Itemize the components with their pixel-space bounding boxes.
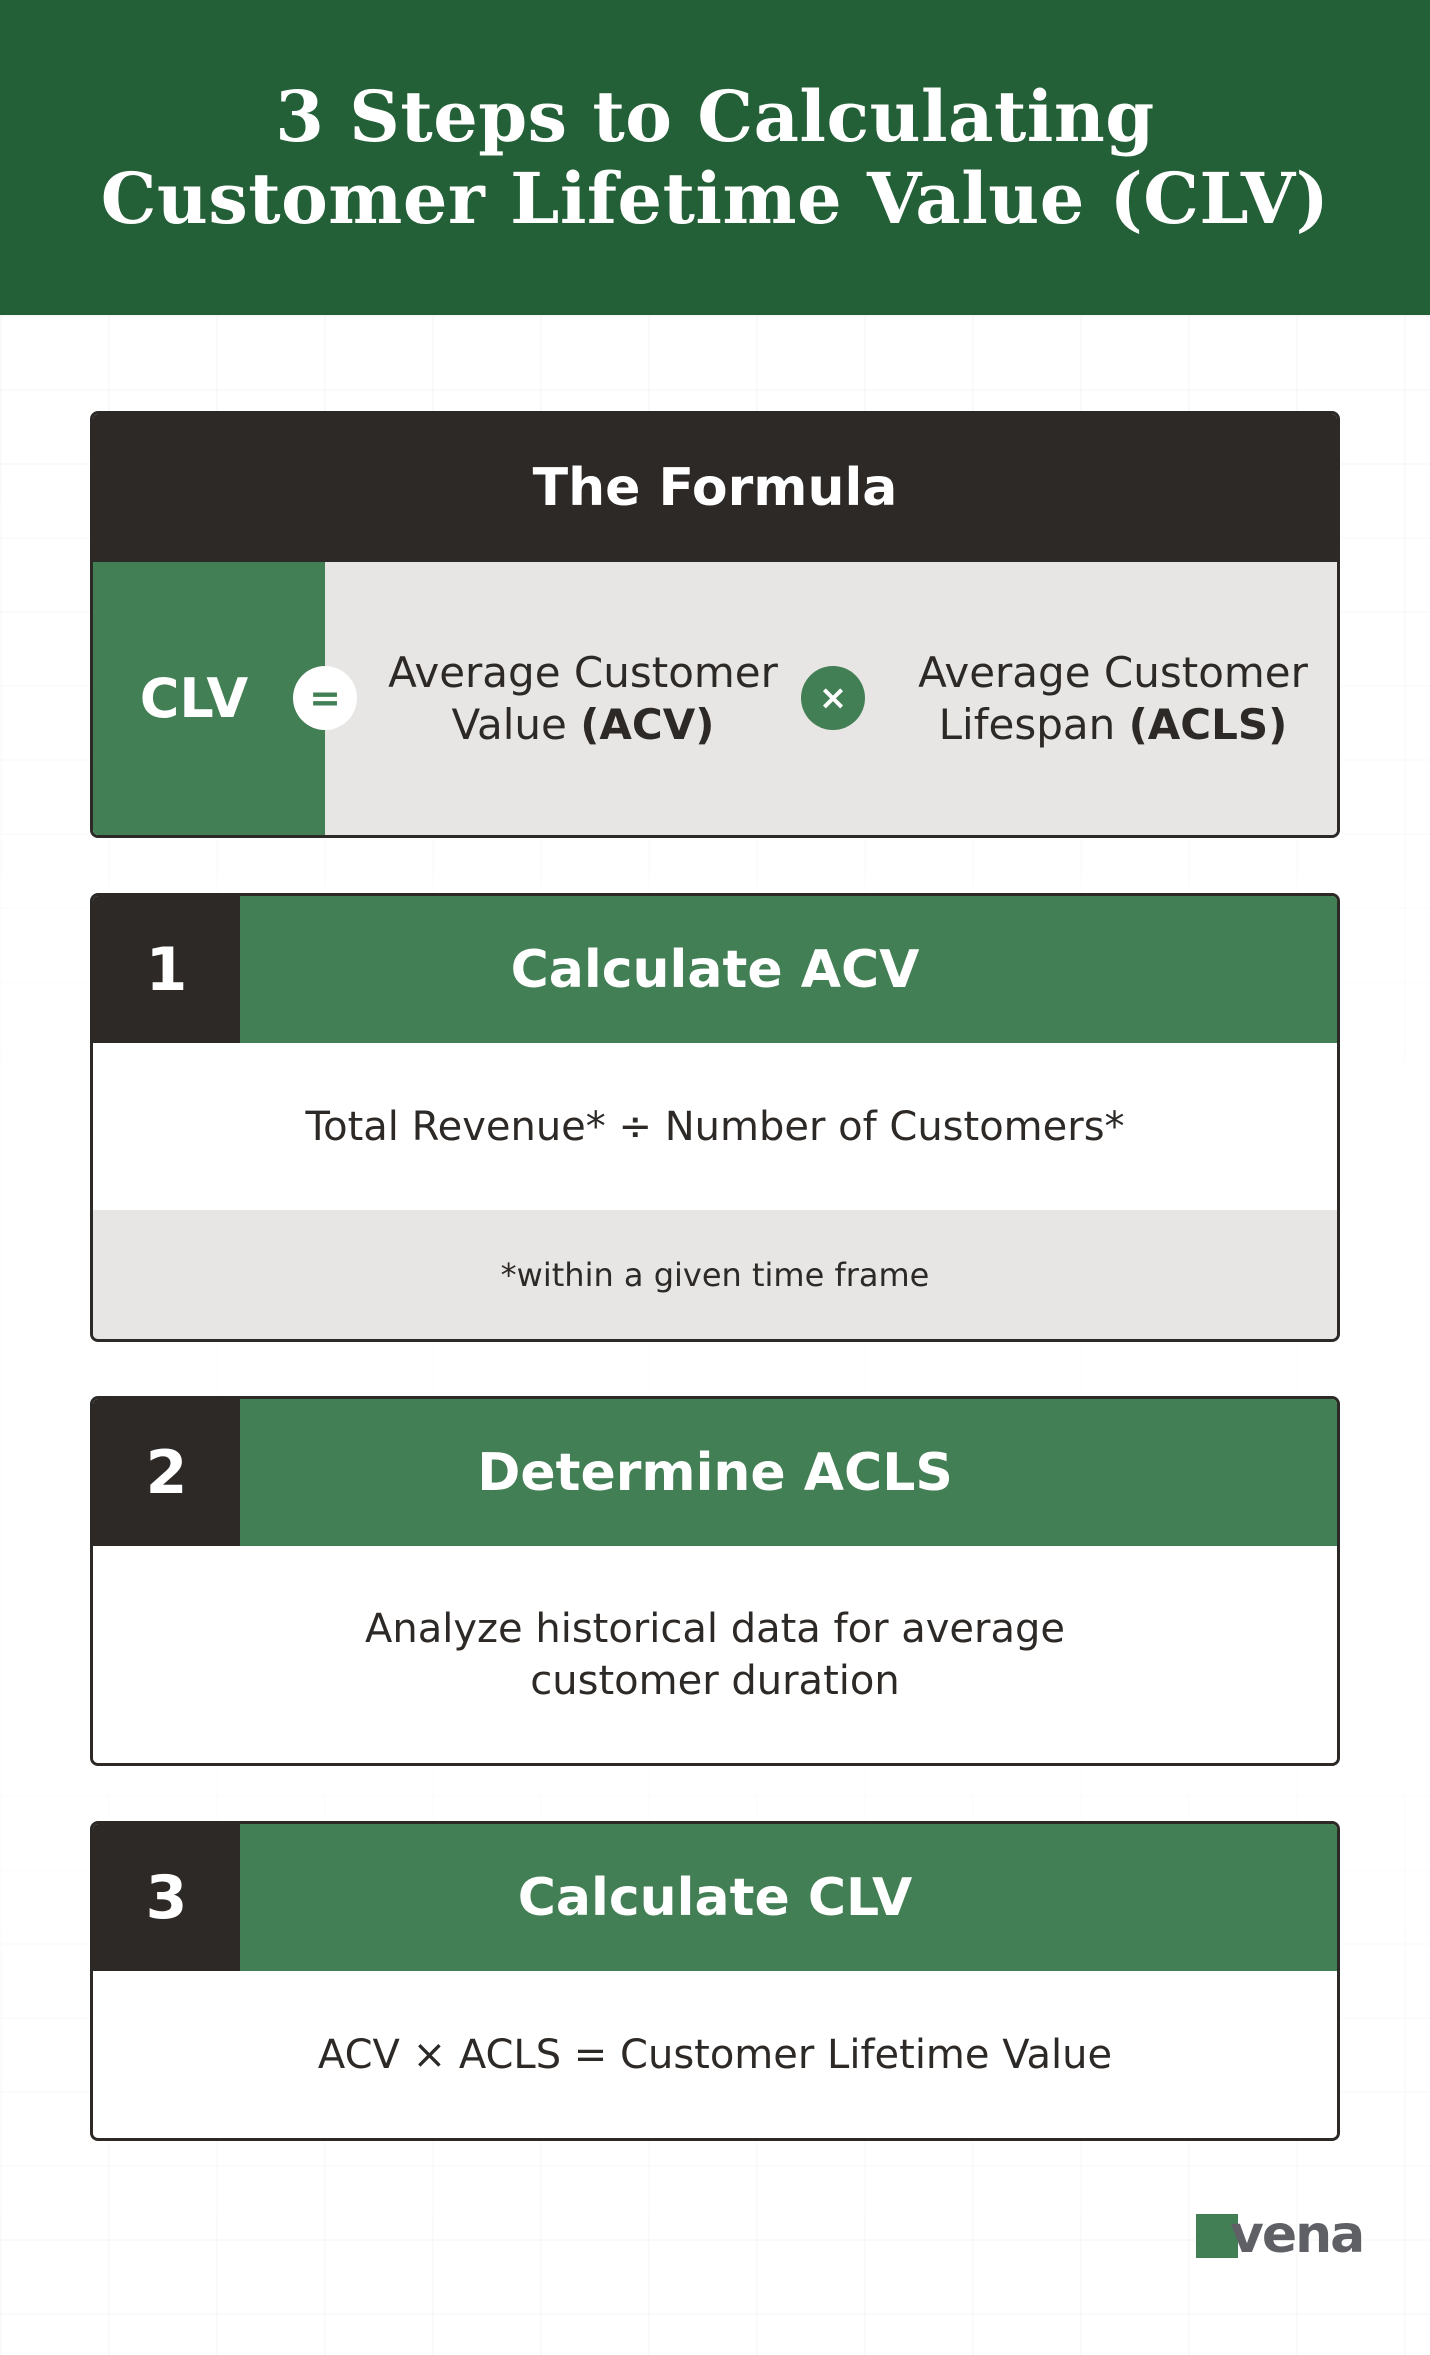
step-number: 1 xyxy=(93,896,240,1043)
acls-term-line2: Lifespan (ACLS) xyxy=(939,699,1288,751)
step-footnote: *within a given time frame xyxy=(93,1210,1337,1339)
acls-term: Average Customer Lifespan (ACLS) xyxy=(893,562,1333,835)
step-body: ACV × ACLS = Customer Lifetime Value xyxy=(93,1971,1337,2138)
acls-term-prefix: Lifespan xyxy=(938,699,1129,749)
step-header: 1 Calculate ACV xyxy=(93,896,1337,1043)
acls-abbrev: (ACLS) xyxy=(1128,699,1288,749)
vena-logo: vena xyxy=(1196,2205,1365,2265)
page-title-line1: 3 Steps to Calculating xyxy=(275,74,1155,158)
vena-logo-text: vena xyxy=(1230,2205,1365,2265)
step-header: 2 Determine ACLS xyxy=(93,1399,1337,1546)
step-body: Total Revenue* ÷ Number of Customers* xyxy=(93,1043,1337,1210)
vena-logo-mark-icon xyxy=(1196,2214,1238,2258)
acv-term-line1: Average Customer xyxy=(388,647,778,697)
page-title: 3 Steps to Calculating Customer Lifetime… xyxy=(100,74,1330,240)
step-title: Determine ACLS xyxy=(240,1399,1337,1546)
step-body-line1: Analyze historical data for average xyxy=(365,1605,1065,1652)
step-number: 2 xyxy=(93,1399,240,1546)
acv-abbrev: (ACV) xyxy=(580,699,715,749)
multiply-icon: × xyxy=(801,666,865,730)
step-card-2: 2 Determine ACLS Analyze historical data… xyxy=(90,1396,1340,1766)
step-title: Calculate ACV xyxy=(240,896,1337,1043)
acv-term-prefix: Value xyxy=(451,699,581,749)
formula-heading: The Formula xyxy=(93,414,1337,562)
step-body: Analyze historical data for average cust… xyxy=(93,1546,1337,1763)
step-body-text: ACV × ACLS = Customer Lifetime Value xyxy=(317,2031,1113,2078)
page-title-line2: Customer Lifetime Value (CLV) xyxy=(100,156,1330,240)
step-header: 3 Calculate CLV xyxy=(93,1824,1337,1971)
acls-term-line1: Average Customer xyxy=(918,647,1308,697)
formula-card: The Formula CLV = Average Customer Value… xyxy=(90,411,1340,838)
acv-term: Average Customer Value (ACV) xyxy=(383,562,783,835)
acv-term-line2: Value (ACV) xyxy=(452,699,715,751)
equals-icon: = xyxy=(293,666,357,730)
step-number: 3 xyxy=(93,1824,240,1971)
step-body-text: Total Revenue* ÷ Number of Customers* xyxy=(305,1103,1125,1150)
page-header: 3 Steps to Calculating Customer Lifetime… xyxy=(0,0,1430,315)
clv-label: CLV xyxy=(93,562,325,835)
step-title: Calculate CLV xyxy=(240,1824,1337,1971)
step-card-1: 1 Calculate ACV Total Revenue* ÷ Number … xyxy=(90,893,1340,1342)
step-card-3: 3 Calculate CLV ACV × ACLS = Customer Li… xyxy=(90,1821,1340,2141)
step-body-line2: customer duration xyxy=(530,1657,900,1704)
formula-body: CLV = Average Customer Value (ACV) × Ave… xyxy=(93,562,1337,835)
